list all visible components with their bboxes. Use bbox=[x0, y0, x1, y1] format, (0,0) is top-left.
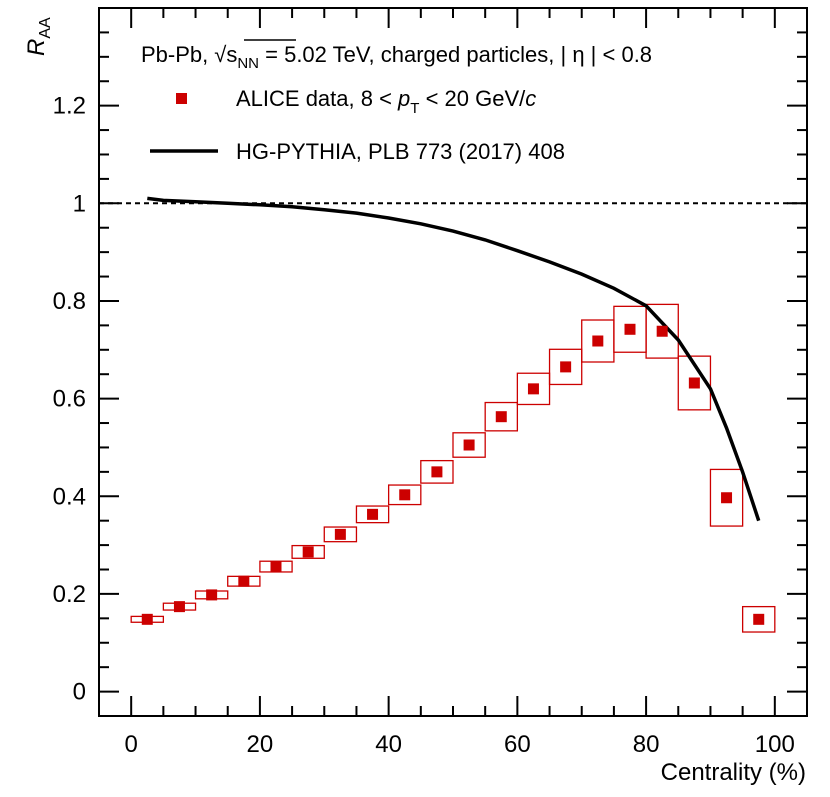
data-point bbox=[367, 508, 379, 520]
y-tick-label: 1.2 bbox=[53, 93, 86, 120]
data-point bbox=[721, 492, 733, 504]
data-points bbox=[141, 323, 765, 625]
header-system: Pb-Pb, bbox=[141, 42, 208, 67]
data-point bbox=[206, 589, 218, 601]
x-tick-labels: 0 20 40 60 80 100 bbox=[125, 731, 795, 758]
sys-error-box bbox=[387, 484, 422, 506]
sys-error-box bbox=[355, 505, 390, 524]
sys-error-box bbox=[548, 348, 583, 386]
sys-error-box bbox=[516, 372, 551, 406]
x-tick-label: 40 bbox=[375, 731, 402, 758]
data-point bbox=[334, 528, 346, 540]
x-tick-label: 60 bbox=[504, 731, 531, 758]
data-point bbox=[173, 601, 185, 613]
data-point bbox=[592, 335, 604, 347]
y-tick-label: 0 bbox=[73, 679, 86, 706]
data-point bbox=[302, 546, 314, 558]
data-point bbox=[270, 561, 282, 573]
legend-data-prefix: ALICE data, 8 < bbox=[236, 86, 398, 111]
sys-error-box bbox=[709, 468, 744, 527]
data-point bbox=[463, 439, 475, 451]
data-point bbox=[141, 613, 153, 625]
plot-frame bbox=[98, 7, 808, 717]
data-point bbox=[656, 325, 668, 337]
x-tick-label: 80 bbox=[633, 731, 660, 758]
sys-error-box bbox=[323, 526, 358, 543]
model-curve bbox=[147, 196, 761, 522]
systematic-error-boxes bbox=[130, 303, 776, 633]
axis-ticks bbox=[99, 8, 807, 716]
data-point bbox=[688, 377, 700, 389]
sys-error-box bbox=[677, 355, 712, 411]
sys-error-box bbox=[741, 605, 776, 633]
legend-data-label: ALICE data, 8 < pT < 20 GeV/c bbox=[236, 86, 536, 117]
y-tick-label: 0.4 bbox=[53, 483, 86, 510]
data-point bbox=[238, 575, 250, 587]
y-tick-label: 1 bbox=[73, 190, 86, 217]
y-tick-label: 0.2 bbox=[53, 581, 86, 608]
y-axis-title: RAA bbox=[23, 17, 54, 56]
y-tick-labels: 0 0.2 0.4 0.6 0.8 1 1.2 bbox=[53, 93, 86, 706]
sys-error-box bbox=[420, 459, 454, 484]
data-point bbox=[431, 466, 443, 478]
legend-data-unit: c bbox=[525, 86, 536, 111]
x-tick-label: 20 bbox=[247, 731, 274, 758]
legend-data-suffix: < 20 GeV/ bbox=[419, 86, 526, 111]
y-tick-label: 0.8 bbox=[53, 288, 86, 315]
header-energy-value: = 5.02 TeV, charged particles, | η | < 0… bbox=[259, 42, 652, 67]
legend-data-sub: T bbox=[410, 100, 419, 117]
header-energy-symbol: s bbox=[226, 42, 237, 67]
sys-error-box bbox=[484, 401, 519, 432]
data-point bbox=[560, 361, 572, 373]
data-point bbox=[527, 383, 539, 395]
header-sqrt-symbol: √ bbox=[214, 42, 227, 67]
sys-error-box bbox=[291, 544, 325, 559]
data-point bbox=[399, 489, 411, 501]
x-tick-label: 100 bbox=[755, 731, 795, 758]
header-energy-sub: NN bbox=[237, 55, 259, 72]
sys-error-box bbox=[452, 432, 486, 458]
data-point bbox=[624, 323, 636, 335]
legend-data-marker bbox=[176, 93, 187, 104]
data-point bbox=[495, 411, 507, 423]
sys-error-box bbox=[645, 303, 679, 359]
legend-model-label: HG-PYTHIA, PLB 773 (2017) 408 bbox=[236, 139, 565, 164]
y-axis-title-sub: AA bbox=[37, 17, 54, 39]
x-tick-label: 0 bbox=[125, 731, 138, 758]
x-axis-title: Centrality (%) bbox=[661, 759, 806, 786]
chart-header: Pb-Pb, √sNN = 5.02 TeV, charged particles… bbox=[141, 42, 652, 72]
legend-data-var: p bbox=[397, 86, 410, 111]
y-axis-title-main: R bbox=[23, 39, 50, 56]
data-point bbox=[753, 613, 765, 625]
y-tick-label: 0.6 bbox=[53, 386, 86, 413]
